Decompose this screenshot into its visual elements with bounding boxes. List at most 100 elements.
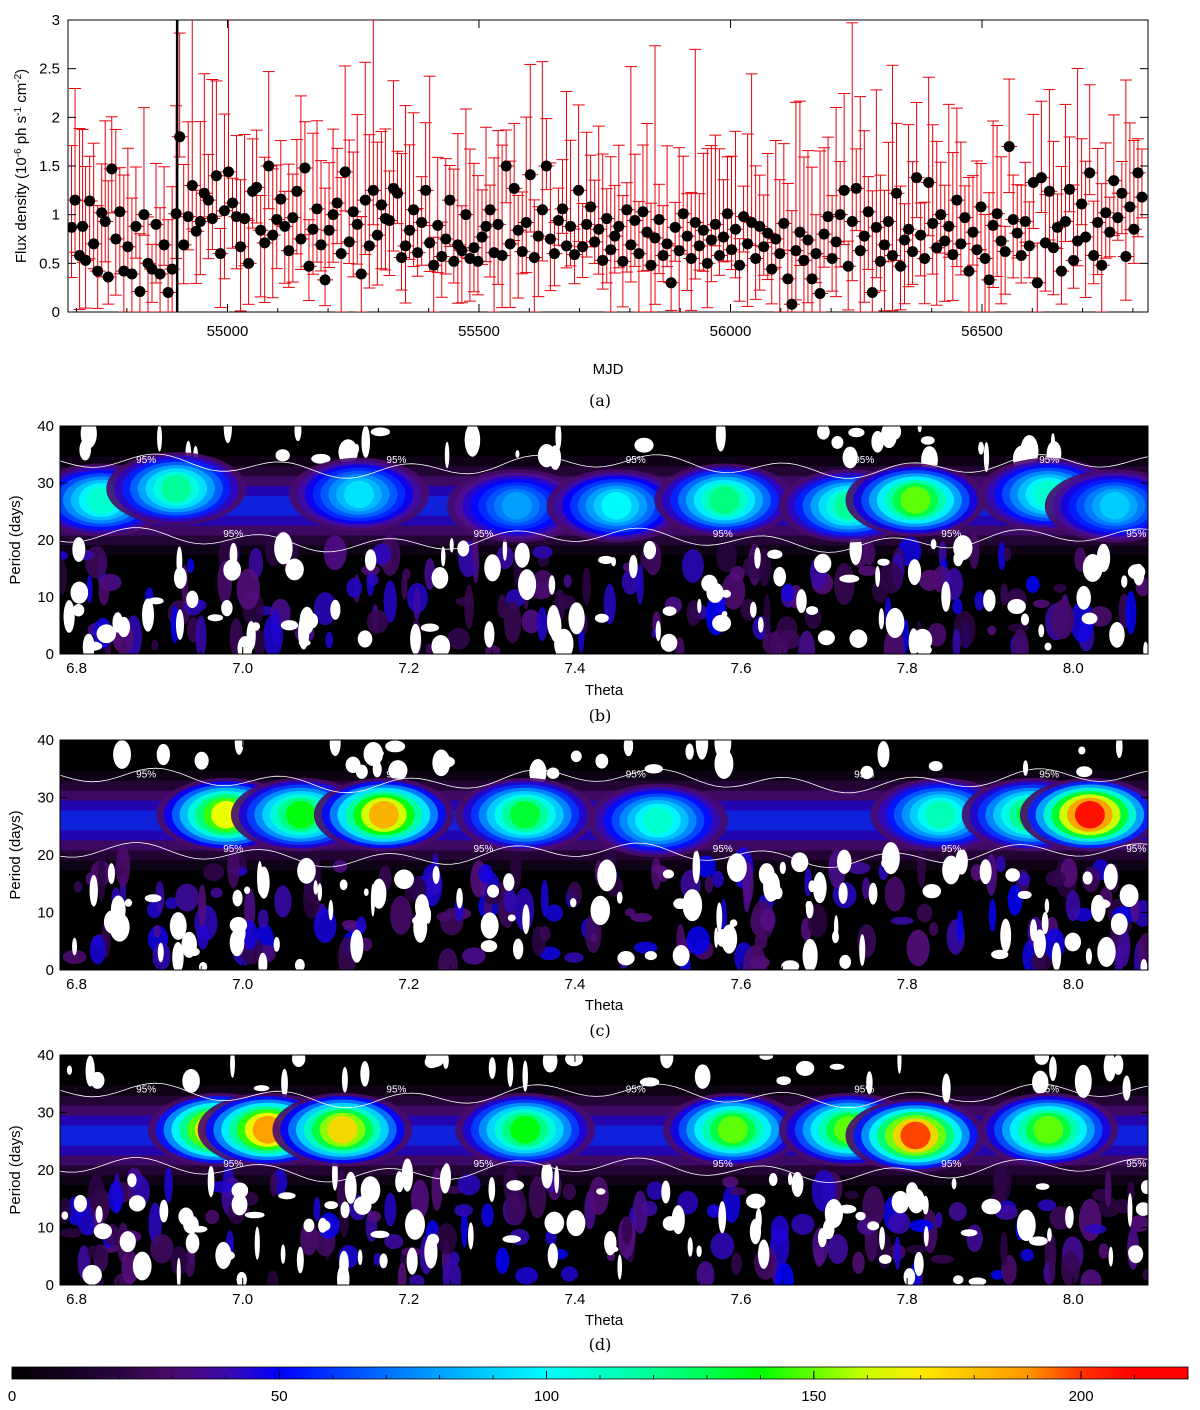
data-point	[923, 177, 935, 189]
data-point	[206, 213, 218, 225]
noise-blob	[722, 1176, 739, 1188]
zero-power-blob	[93, 1223, 113, 1240]
zero-power-blob	[923, 1226, 929, 1247]
panel-a-ylabel-part3: cm	[13, 83, 30, 107]
y-tick-label: 20	[37, 532, 54, 549]
zero-power-blob	[941, 581, 951, 612]
zero-power-blob	[357, 1249, 363, 1266]
contour-label: 95%	[1126, 1159, 1146, 1170]
zero-power-blob	[234, 740, 244, 755]
data-point	[239, 213, 251, 225]
zero-power-blob	[294, 958, 305, 970]
noise-blob	[675, 637, 685, 654]
zero-power-blob	[644, 951, 657, 961]
data-point	[766, 263, 778, 275]
zero-power-blob	[1081, 612, 1098, 625]
x-tick-label: 55000	[207, 323, 249, 340]
noise-blob	[366, 573, 379, 587]
x-tick-label: 8.0	[1063, 976, 1084, 993]
noise-blob	[442, 1260, 462, 1285]
data-point	[673, 245, 685, 257]
zero-power-blob	[432, 866, 440, 884]
zero-power-blob	[1022, 760, 1029, 776]
x-tick-label: 7.8	[897, 1291, 918, 1308]
zero-power-blob	[1085, 948, 1092, 965]
noise-blob	[966, 1224, 983, 1253]
x-tick-label: 7.0	[232, 976, 253, 993]
data-point	[391, 187, 403, 199]
zero-power-blob	[814, 553, 832, 574]
noise-blob	[481, 1203, 494, 1228]
contour-label: 95%	[854, 455, 874, 466]
zero-power-blob	[991, 949, 1009, 960]
data-point	[291, 185, 303, 197]
data-point	[319, 274, 331, 286]
zero-power-blob	[517, 569, 537, 601]
zero-power-blob	[829, 1063, 845, 1070]
zero-power-blob	[1032, 1070, 1049, 1095]
zero-power-blob	[768, 1173, 778, 1187]
data-point	[826, 252, 838, 264]
zero-power-blob	[695, 740, 709, 760]
zero-power-blob	[449, 537, 454, 553]
data-point	[939, 235, 951, 247]
noise-blob	[165, 897, 179, 910]
noise-blob	[539, 925, 551, 942]
zero-power-blob	[1065, 1205, 1074, 1229]
data-point	[524, 169, 536, 181]
noise-blob	[197, 923, 209, 950]
panel-b-wavelet-map: 95% 95% 95% 95% 95% 95% 95% 95% 95% 95% 6.8 7.0 7.2…	[7, 418, 1149, 725]
noise-blob	[998, 542, 1006, 571]
noise-blob	[1033, 599, 1050, 609]
zero-power-blob	[781, 960, 800, 970]
contour-label: 95%	[854, 1084, 874, 1095]
data-point	[886, 250, 898, 262]
data-point	[943, 220, 955, 232]
zero-power-blob	[274, 532, 293, 565]
zero-power-blob	[594, 613, 609, 623]
zero-power-blob	[147, 597, 164, 605]
data-point	[858, 230, 870, 242]
zero-power-blob	[363, 741, 384, 767]
x-tick-label: 7.8	[897, 660, 918, 677]
data-point	[1003, 141, 1015, 153]
power-peak	[1033, 1115, 1064, 1144]
zero-power-blob	[236, 1271, 247, 1285]
data-point	[126, 268, 138, 280]
noise-blob	[956, 909, 964, 943]
x-tick-label: 7.2	[398, 1291, 419, 1308]
zero-power-blob	[662, 606, 677, 616]
power-peak	[327, 1115, 358, 1144]
data-point	[468, 242, 480, 254]
zero-power-blob	[344, 1171, 357, 1204]
zero-power-blob	[549, 445, 562, 470]
zero-power-blob	[859, 934, 866, 967]
noise-blob	[62, 949, 87, 964]
data-point	[951, 194, 963, 206]
data-point	[500, 160, 512, 172]
data-point	[705, 234, 717, 246]
noise-blob	[902, 619, 910, 654]
noise-blob	[1050, 599, 1075, 640]
noise-blob	[1037, 1199, 1057, 1212]
y-tick-label: 0	[46, 1277, 54, 1294]
noise-blob	[760, 908, 776, 932]
zero-power-blob	[697, 598, 702, 614]
data-point	[408, 204, 420, 216]
zero-power-blob	[119, 1231, 136, 1253]
zero-power-blob	[554, 1165, 560, 1194]
data-point	[202, 194, 214, 206]
zero-power-blob	[1076, 766, 1093, 778]
data-point	[492, 218, 504, 230]
data-point	[609, 230, 621, 242]
x-tick-label: 7.2	[398, 660, 419, 677]
data-point	[283, 245, 295, 257]
zero-power-blob	[1000, 918, 1012, 953]
noise-blob	[564, 952, 584, 963]
zero-power-blob	[897, 1055, 902, 1074]
noise-blob	[1098, 1243, 1109, 1259]
data-point	[1015, 250, 1027, 262]
panel-c-axes: 6.8 7.0 7.2 7.4 7.6 7.8 8.0 0 10 20 30 40	[37, 732, 1148, 993]
zero-power-blob	[1038, 624, 1045, 638]
panel-d-xlabel: Theta	[585, 1312, 624, 1329]
